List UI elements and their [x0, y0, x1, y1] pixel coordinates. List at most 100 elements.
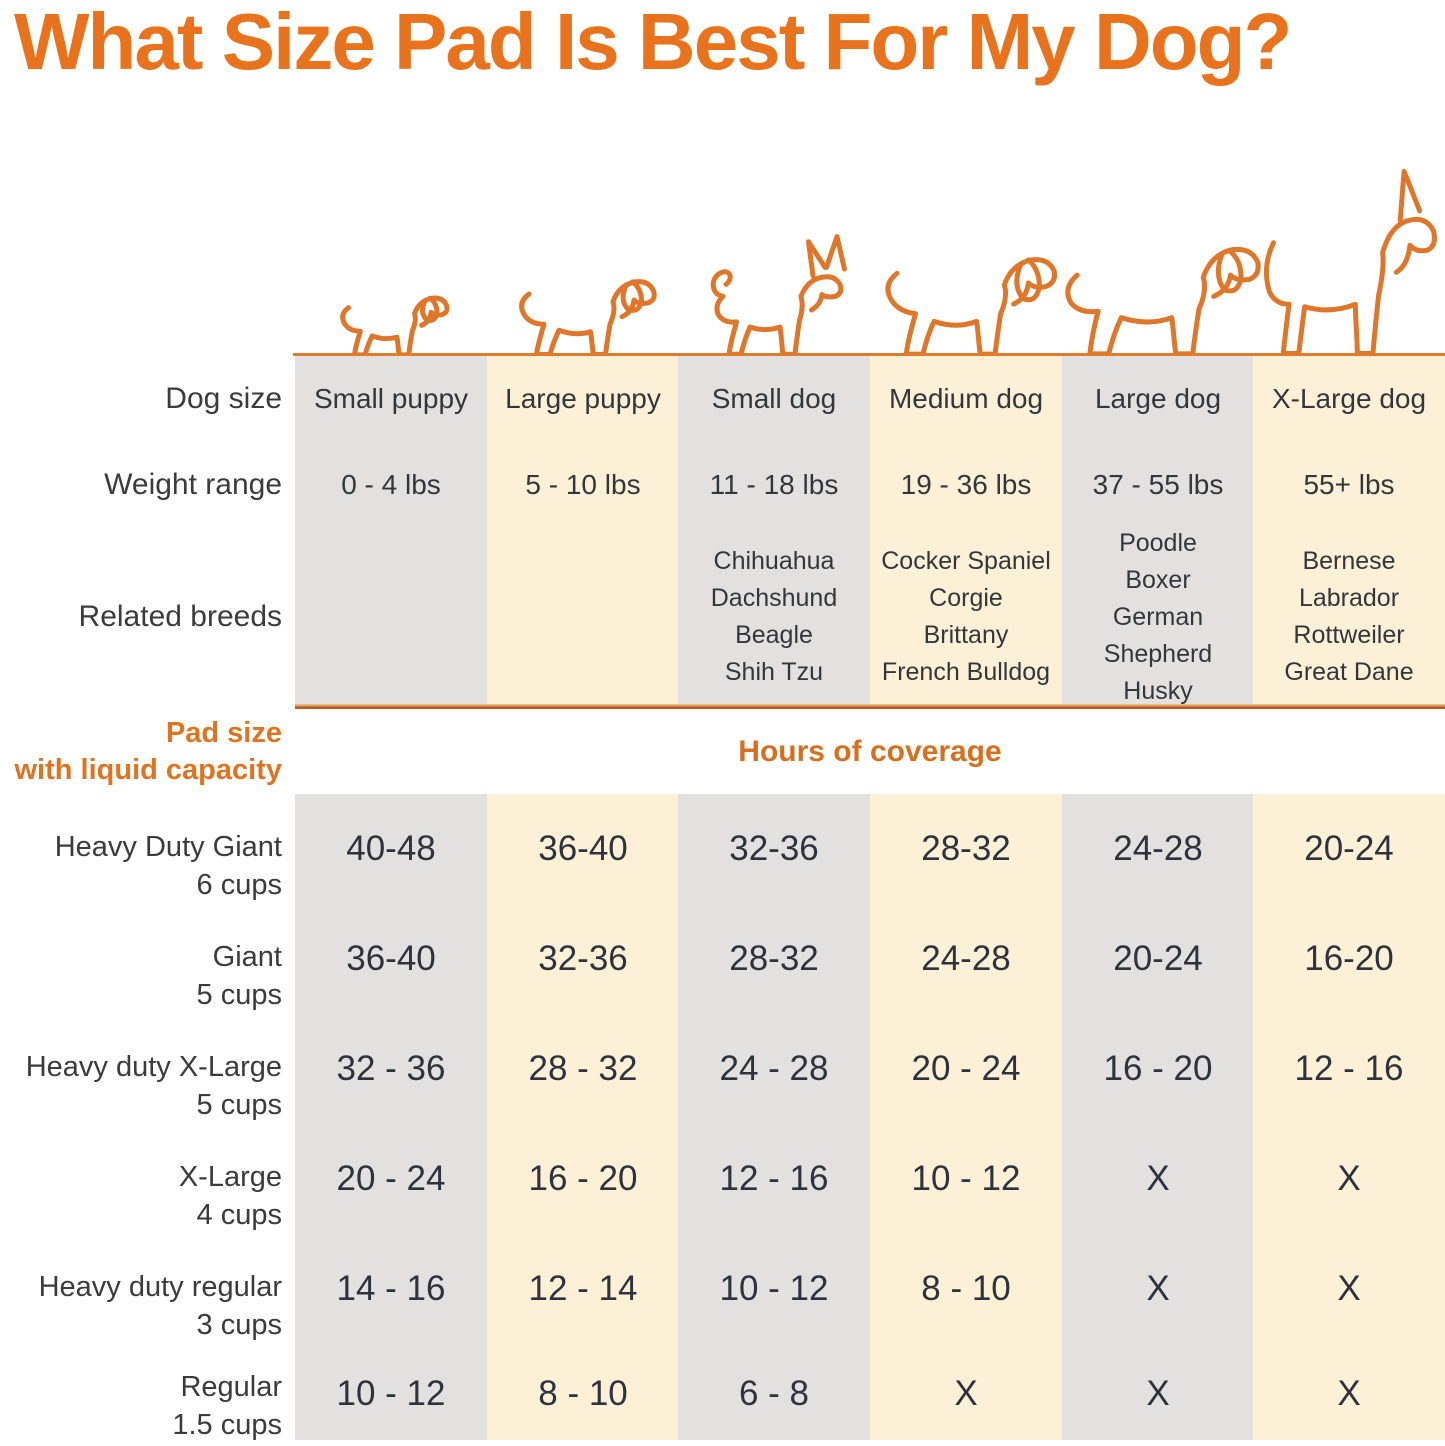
dog-size-cell: Small puppy	[313, 383, 469, 414]
hours-cell: X	[1146, 1159, 1170, 1198]
breeds-cell: Poodle Boxer German Shepherd Husky	[1103, 528, 1213, 705]
hours-cell: X	[954, 1374, 978, 1413]
hours-cell: 8 - 10	[921, 1269, 1011, 1308]
hours-cell: 28-32	[921, 829, 1011, 868]
medium-dog-icon	[873, 206, 1058, 356]
related-breeds-row: Related breeds Chihuahua Dachshund Beagl…	[0, 528, 1445, 706]
column-stripe	[487, 794, 679, 1440]
pad-row-label: Heavy duty X-Large 5 cups	[0, 1014, 282, 1124]
weight-range-row: Weight range 0 - 4 lbs 5 - 10 lbs 11 - 1…	[0, 442, 1445, 528]
row-label-pad-size: Pad size with liquid capacity	[14, 717, 283, 786]
hours-cell: X	[1337, 1269, 1361, 1308]
weight-cell: 19 - 36 lbs	[900, 469, 1032, 500]
hours-cell: 16 - 20	[1103, 1049, 1213, 1088]
pad-name: Heavy duty regular	[38, 1271, 282, 1303]
ground-line	[293, 353, 1445, 356]
weight-cell: 5 - 10 lbs	[525, 469, 641, 500]
small-puppy-icon	[332, 264, 450, 356]
column-stripe	[870, 794, 1062, 1440]
hours-cell: X	[1146, 1269, 1170, 1308]
hours-of-coverage-heading: Hours of coverage	[738, 735, 1002, 768]
hours-cell: 36-40	[538, 829, 628, 868]
pad-capacity: 4 cups	[196, 1199, 282, 1231]
weight-cell: 55+ lbs	[1303, 469, 1395, 500]
hours-cell: 20-24	[1304, 829, 1394, 868]
weight-cell: 0 - 4 lbs	[341, 469, 441, 500]
x-large-dog-icon	[1252, 164, 1445, 356]
pad-row-giant: Giant 5 cups 36-40 32-36 28-32 24-28 20-…	[0, 904, 1445, 1014]
dog-size-cell: Small dog	[711, 383, 837, 414]
hours-cell: 20 - 24	[911, 1049, 1021, 1088]
pad-row-heavy-duty-x-large: Heavy duty X-Large 5 cups 32 - 36 28 - 3…	[0, 1014, 1445, 1124]
hours-cell: 32-36	[538, 939, 628, 978]
pad-capacity: 1.5 cups	[172, 1409, 282, 1441]
row-label-dog-size: Dog size	[165, 382, 282, 415]
hours-cell: 6 - 8	[738, 1374, 810, 1413]
hours-cell: 16-20	[1304, 939, 1394, 978]
hours-cell: 10 - 12	[719, 1269, 829, 1308]
column-stripe	[1253, 794, 1445, 1440]
hours-cell: 20-24	[1113, 939, 1203, 978]
breeds-cell: Bernese Labrador Rottweiler Great Dane	[1284, 547, 1414, 686]
pad-capacity: 5 cups	[196, 1089, 282, 1121]
pad-row-label: Heavy duty regular 3 cups	[0, 1234, 282, 1344]
hours-cell: 24-28	[921, 939, 1011, 978]
dog-size-cell: Large dog	[1094, 383, 1222, 414]
pad-row-label: Regular 1.5 cups	[0, 1344, 282, 1444]
hours-cell: 40-48	[346, 829, 436, 868]
pad-row-label: X-Large 4 cups	[0, 1124, 282, 1234]
breeds-cell	[295, 528, 487, 706]
pad-capacity: 6 cups	[196, 869, 282, 901]
column-stripe	[1062, 356, 1254, 706]
hours-cell: 32 - 36	[336, 1049, 446, 1088]
hours-cell: 32-36	[729, 829, 819, 868]
hours-cell: X	[1337, 1159, 1361, 1198]
hours-cell: 24 - 28	[719, 1049, 829, 1088]
pad-row-heavy-duty-regular: Heavy duty regular 3 cups 14 - 16 12 - 1…	[0, 1234, 1445, 1344]
dog-size-cell: Medium dog	[888, 383, 1044, 414]
hours-cell: X	[1337, 1374, 1361, 1413]
pad-capacity: 5 cups	[196, 979, 282, 1011]
pad-name: Heavy duty X-Large	[25, 1051, 282, 1083]
column-stripe	[295, 794, 487, 1440]
pad-name: X-Large	[178, 1161, 282, 1193]
weight-cell: 37 - 55 lbs	[1092, 469, 1224, 500]
pad-row-regular: Regular 1.5 cups 10 - 12 8 - 10 6 - 8 X …	[0, 1344, 1445, 1444]
row-label-related-breeds: Related breeds	[78, 600, 282, 633]
hours-cell: 14 - 16	[336, 1269, 446, 1308]
pad-name: Heavy Duty Giant	[54, 831, 282, 863]
dog-size-cell: Large puppy	[505, 383, 661, 414]
section-divider-line	[295, 704, 1445, 709]
pad-row-heavy-duty-giant: Heavy Duty Giant 6 cups 40-48 36-40 32-3…	[0, 794, 1445, 904]
breeds-cell	[487, 528, 679, 706]
pad-name: Regular	[180, 1371, 282, 1403]
large-dog-icon	[1052, 190, 1262, 356]
hours-cell: 8 - 10	[538, 1374, 628, 1413]
pad-row-x-large: X-Large 4 cups 20 - 24 16 - 20 12 - 16 1…	[0, 1124, 1445, 1234]
hours-cell: 20 - 24	[336, 1159, 446, 1198]
column-stripe	[487, 356, 679, 706]
dog-size-row: Dog size Small puppy Large puppy Small d…	[0, 356, 1445, 442]
column-stripe	[870, 356, 1062, 706]
pad-row-label: Heavy Duty Giant 6 cups	[0, 794, 282, 904]
large-puppy-icon	[508, 238, 658, 356]
column-stripe	[1253, 356, 1445, 706]
column-stripe	[678, 794, 870, 1440]
column-stripe	[678, 356, 870, 706]
hours-cell: 12 - 14	[528, 1269, 638, 1308]
hours-heading-band: Pad size with liquid capacity Hours of c…	[0, 710, 1445, 794]
column-stripe	[1062, 794, 1254, 1440]
row-label-weight-range: Weight range	[104, 468, 282, 501]
pad-capacity: 3 cups	[196, 1309, 282, 1341]
column-stripe	[295, 356, 487, 706]
hours-cell: 12 - 16	[1294, 1049, 1404, 1088]
weight-cell: 11 - 18 lbs	[709, 469, 839, 500]
pad-name: Giant	[212, 941, 282, 973]
hours-cell: 28 - 32	[528, 1049, 638, 1088]
page-title: What Size Pad Is Best For My Dog?	[14, 0, 1292, 86]
pad-row-label: Giant 5 cups	[0, 904, 282, 1014]
hours-cell: X	[1146, 1374, 1170, 1413]
breeds-cell: Cocker Spaniel Corgie Brittany French Bu…	[881, 547, 1051, 686]
hours-cell: 24-28	[1113, 829, 1203, 868]
